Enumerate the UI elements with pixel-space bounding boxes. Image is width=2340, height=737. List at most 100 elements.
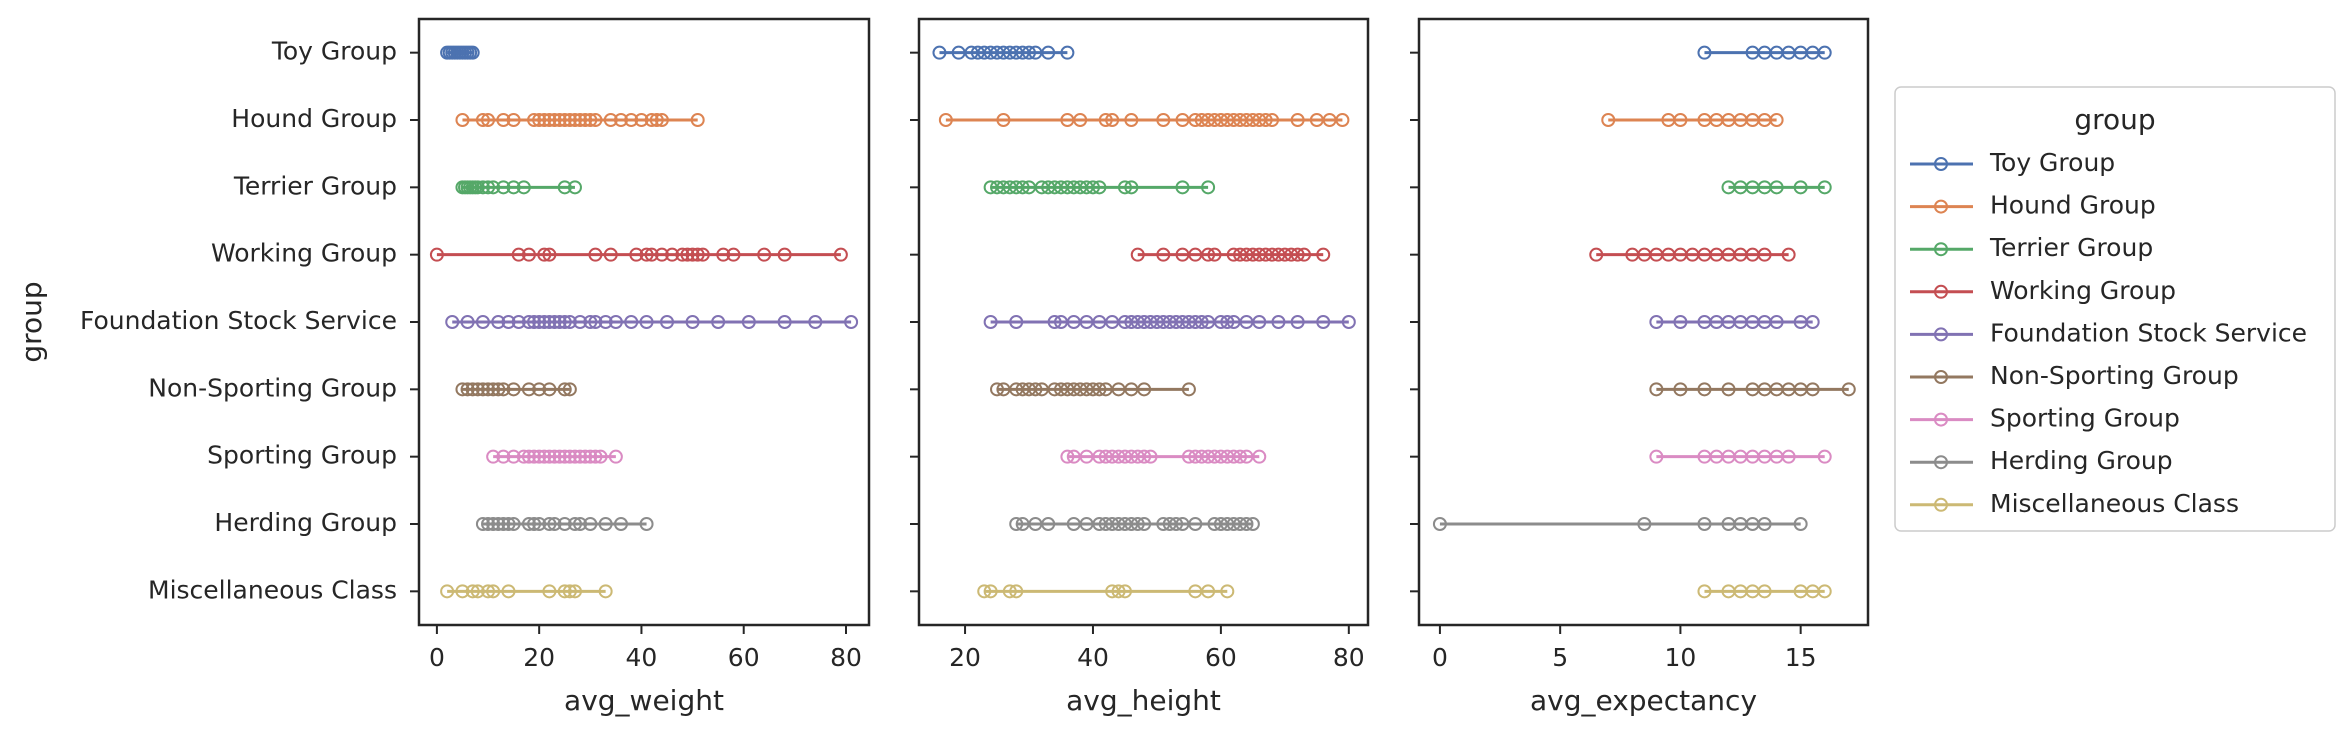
point	[716, 247, 731, 262]
point	[1092, 180, 1107, 195]
point	[588, 113, 603, 127]
point	[1817, 180, 1832, 195]
point	[996, 113, 1011, 127]
x-axis-label: avg_height	[1066, 684, 1221, 717]
point	[521, 315, 536, 329]
point	[1757, 247, 1772, 262]
point	[521, 517, 536, 531]
legend-label: Herding Group	[1990, 446, 2173, 475]
point	[506, 180, 521, 195]
point	[1169, 517, 1184, 531]
point	[573, 517, 588, 531]
point	[593, 449, 608, 464]
point	[481, 382, 496, 397]
y-tick-label: Herding Group	[214, 508, 397, 537]
point	[562, 315, 577, 329]
point	[1041, 517, 1056, 531]
point	[562, 113, 577, 127]
point	[486, 382, 501, 397]
point	[440, 584, 455, 599]
point	[455, 382, 470, 397]
point	[465, 584, 480, 599]
legend-label: Foundation Stock Service	[1990, 318, 2307, 347]
point	[1239, 517, 1254, 531]
point	[562, 382, 577, 397]
point	[552, 315, 567, 329]
point	[654, 247, 669, 262]
point	[741, 315, 756, 329]
legend-marker	[1934, 284, 1948, 299]
point	[521, 247, 536, 262]
x-tick-label: 0	[429, 643, 445, 672]
legend-label: Miscellaneous Class	[1990, 489, 2239, 518]
legend-label: Terrier Group	[1989, 233, 2153, 262]
point	[470, 180, 485, 195]
point	[1697, 517, 1712, 531]
legend-marker	[1934, 327, 1948, 342]
point	[1015, 180, 1030, 195]
point	[547, 449, 562, 464]
legend-marker	[1934, 157, 1948, 171]
point	[1117, 584, 1132, 599]
x-tick-label: 20	[949, 643, 981, 672]
point	[1130, 517, 1145, 531]
point	[501, 315, 516, 329]
point	[1060, 45, 1075, 60]
point	[1181, 382, 1196, 397]
point	[445, 315, 460, 329]
legend-label: Hound Group	[1990, 191, 2156, 220]
point	[481, 180, 496, 195]
point	[660, 315, 675, 329]
point	[491, 382, 506, 397]
point	[1137, 517, 1152, 531]
point	[1188, 517, 1203, 531]
point	[491, 517, 506, 531]
point	[1290, 315, 1305, 329]
legend-marker	[1934, 242, 1948, 257]
x-axis-label: avg_weight	[564, 684, 724, 717]
legend-marker	[1934, 370, 1948, 384]
point	[567, 113, 582, 127]
point	[470, 584, 485, 599]
point	[542, 315, 557, 329]
point	[833, 247, 848, 262]
point	[542, 247, 557, 262]
point	[639, 517, 654, 531]
point	[1649, 449, 1664, 464]
point	[1817, 449, 1832, 464]
point	[1673, 382, 1688, 397]
point	[1290, 113, 1305, 127]
point	[1009, 315, 1024, 329]
point	[675, 247, 690, 262]
point	[1697, 382, 1712, 397]
point	[1105, 113, 1120, 127]
legend-label: Sporting Group	[1990, 404, 2180, 433]
point	[583, 449, 598, 464]
point	[1316, 247, 1331, 262]
point	[1156, 113, 1171, 127]
point	[552, 449, 567, 464]
point	[475, 113, 490, 127]
point	[562, 449, 577, 464]
point	[465, 45, 480, 60]
point	[532, 113, 547, 127]
point	[665, 247, 680, 262]
point	[990, 382, 1005, 397]
point	[1220, 584, 1235, 599]
point	[639, 247, 654, 262]
point	[1649, 382, 1664, 397]
point	[542, 449, 557, 464]
point	[1793, 180, 1808, 195]
point	[547, 517, 562, 531]
point	[1124, 113, 1139, 127]
point	[557, 113, 572, 127]
point	[1156, 247, 1171, 262]
point	[501, 517, 516, 531]
point	[603, 113, 618, 127]
point	[598, 315, 613, 329]
point	[932, 45, 947, 60]
point	[711, 315, 726, 329]
point	[777, 247, 792, 262]
point	[1805, 382, 1820, 397]
y-axis-label: group	[15, 281, 48, 362]
